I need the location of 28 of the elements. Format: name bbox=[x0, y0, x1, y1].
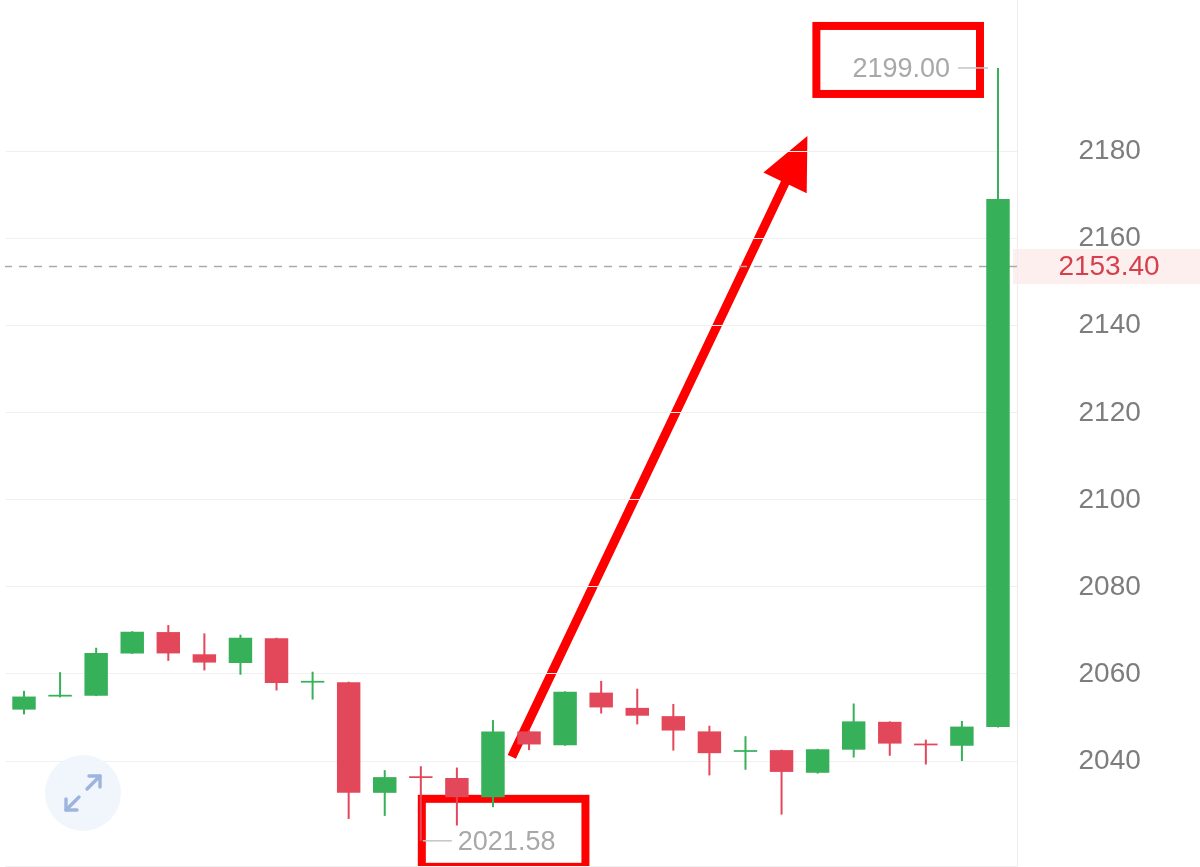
candlestick bbox=[409, 765, 433, 842]
candlestick bbox=[589, 679, 613, 715]
y-tick-label: 2080 bbox=[1078, 569, 1141, 601]
candlestick bbox=[625, 687, 649, 726]
candlestick bbox=[661, 702, 686, 752]
candlestick bbox=[878, 720, 902, 757]
y-tick-label: 2120 bbox=[1078, 395, 1141, 427]
annotation: 2199.00 bbox=[852, 52, 950, 83]
candlestick bbox=[48, 671, 72, 699]
candlestick bbox=[300, 670, 325, 701]
candlestick bbox=[769, 748, 794, 816]
candlestick bbox=[120, 630, 144, 655]
annotation: 2021.58 bbox=[457, 825, 556, 856]
y-tick-label: 2180 bbox=[1078, 134, 1141, 166]
candlestick bbox=[697, 724, 722, 777]
candlestick bbox=[517, 729, 541, 752]
y-tick-label: 2060 bbox=[1078, 656, 1141, 688]
y-tick-label: 2140 bbox=[1078, 308, 1141, 340]
y-tick-label: 2040 bbox=[1078, 744, 1141, 776]
candlestick bbox=[12, 689, 36, 716]
candlestick bbox=[733, 735, 758, 771]
candlestick bbox=[805, 747, 830, 775]
candlestick bbox=[156, 624, 181, 662]
candlestick bbox=[373, 769, 397, 817]
candlestick bbox=[445, 766, 469, 827]
y-tick-label: 2100 bbox=[1078, 482, 1141, 514]
candlestick bbox=[192, 632, 217, 672]
candlestick bbox=[950, 719, 974, 763]
